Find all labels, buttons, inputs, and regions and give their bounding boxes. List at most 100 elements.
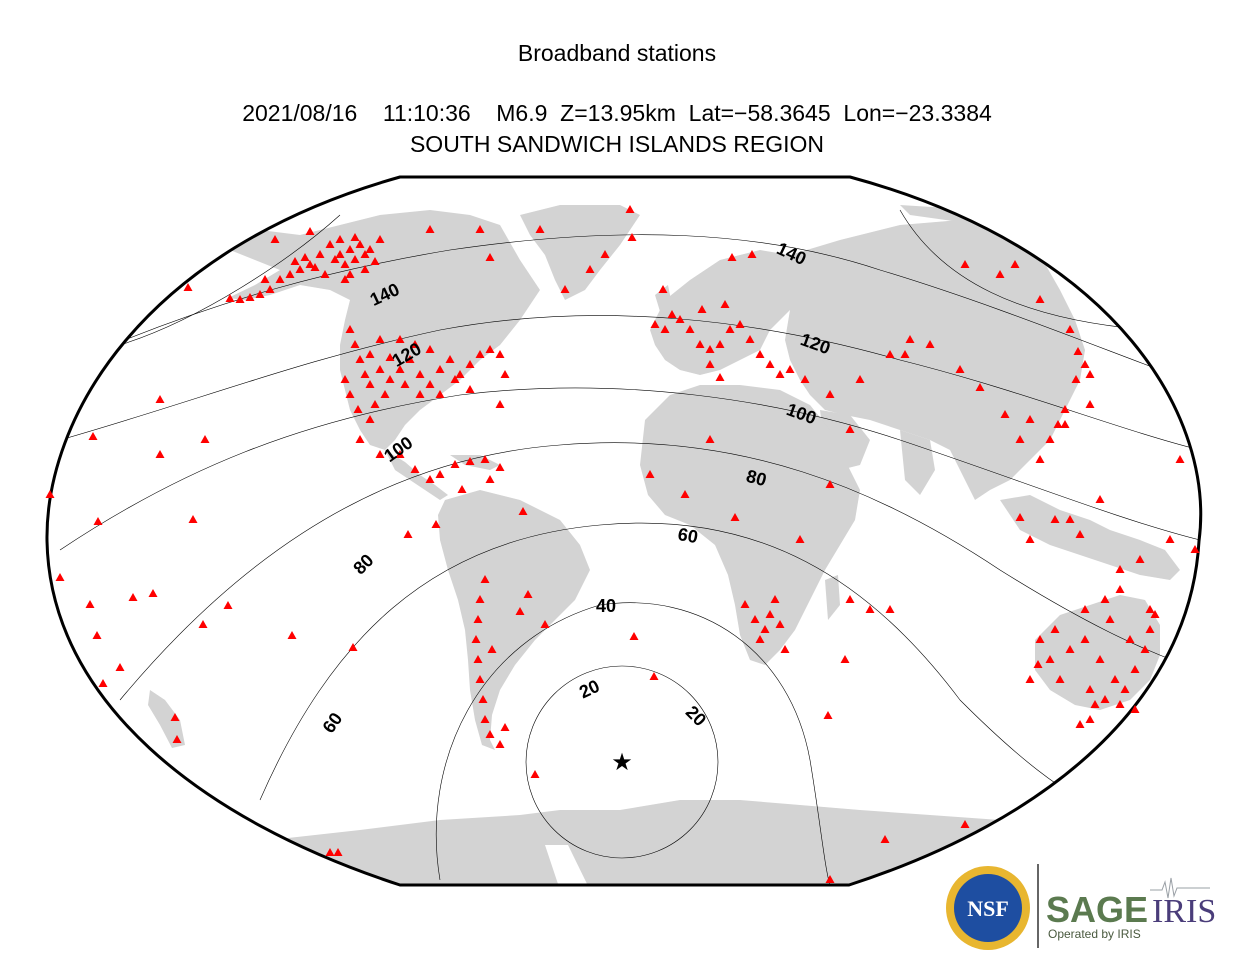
station-marker [725,325,735,333]
station-marker [478,695,488,703]
station-marker [1110,675,1120,683]
station-marker [285,270,295,278]
station-marker [487,645,497,653]
station-marker [1033,660,1043,668]
station-marker [475,225,485,233]
station-marker [375,450,385,458]
station-marker [425,475,435,483]
station-marker [445,355,455,363]
station-marker [1080,635,1090,643]
station-marker [1065,325,1075,333]
station-marker [495,400,505,408]
station-marker [705,435,715,443]
station-marker [355,240,365,248]
station-marker [1055,675,1065,683]
contour-80 [119,442,1201,701]
station-marker [1045,655,1055,663]
station-marker [155,395,165,403]
station-marker [345,270,355,278]
station-marker [353,405,363,413]
station-marker [667,310,677,318]
station-marker [345,325,355,333]
station-marker [450,375,460,383]
station-marker [720,300,730,308]
station-marker [523,590,533,598]
station-marker [825,480,835,488]
landmass-north-america [228,210,540,450]
landmass-central-america [385,450,448,500]
station-marker [115,663,125,671]
station-marker [410,340,420,348]
station-marker [287,631,297,639]
station-marker [1035,455,1045,463]
station-marker [905,335,915,343]
logo-area: NSF SAGE IRIS Operated by IRIS [940,860,1220,950]
station-marker [405,355,415,363]
station-marker [1100,595,1110,603]
station-marker [845,425,855,433]
station-marker [431,520,441,528]
contour-arctic-ne [899,209,1151,331]
event-info-line: 2021/08/16 11:10:36 M6.9 Z=13.95km Lat=−… [242,100,992,126]
station-marker [188,515,198,523]
station-marker [1053,420,1063,428]
station-marker [735,320,745,328]
station-marker [370,257,380,265]
station-marker [335,250,345,258]
station-marker [855,375,865,383]
station-marker [535,225,545,233]
station-marker [148,589,158,597]
station-marker [465,360,475,368]
contour-120 [59,315,1201,451]
landmass-australia [1035,595,1160,710]
station-marker [485,345,495,353]
station-marker [1025,535,1035,543]
nsf-sage-iris-logos: NSF SAGE IRIS Operated by IRIS [946,864,1216,950]
station-marker [960,820,970,828]
station-marker [765,610,775,618]
station-marker [1010,260,1020,268]
station-marker [305,260,315,268]
station-marker [485,730,495,738]
station-marker [200,435,210,443]
station-marker [365,350,375,358]
station-marker [560,285,570,293]
station-marker [960,260,970,268]
landmass-uk [655,285,672,318]
station-marker [235,295,245,303]
station-marker [1050,625,1060,633]
station-marker [335,235,345,243]
station-marker [1085,370,1095,378]
station-marker [1085,685,1095,693]
station-marker [1060,420,1070,428]
station-marker [1115,565,1125,573]
station-marker [660,325,670,333]
station-marker [270,235,280,243]
station-marker [375,365,385,373]
station-marker [1080,360,1090,368]
station-marker [780,645,790,653]
station-marker [1150,610,1160,618]
station-marker [435,365,445,373]
contour-40 [436,602,831,885]
station-marker [385,375,395,383]
station-marker [93,517,103,525]
station-marker [865,605,875,613]
station-marker [695,340,705,348]
contour-arctic-nw [119,214,341,346]
station-marker [330,255,340,263]
station-marker [370,400,380,408]
land-masses [148,205,1180,885]
station-marker [395,450,405,458]
sage-text: SAGE [1046,889,1148,930]
station-marker [128,593,138,601]
station-marker [740,600,750,608]
station-marker [415,370,425,378]
station-marker [775,620,785,628]
station-marker [350,255,360,263]
station-marker [455,370,465,378]
landmass-south-america [438,490,590,750]
station-marker [715,373,725,381]
station-marker [485,475,495,483]
station-marker [385,353,395,361]
